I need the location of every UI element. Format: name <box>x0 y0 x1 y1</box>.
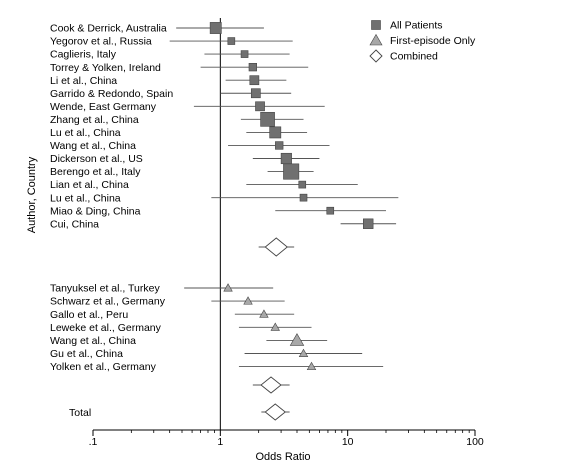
study-label: Tanyuksel et al., Turkey <box>50 283 160 295</box>
effect-square <box>260 112 275 127</box>
effect-triangle <box>270 322 280 331</box>
legend-triangle-icon <box>369 33 383 46</box>
tick-label: .1 <box>89 436 98 448</box>
effect-square <box>326 206 335 215</box>
effect-square <box>275 141 284 150</box>
effect-square <box>209 22 222 34</box>
study-label: Lu et al., China <box>50 192 121 204</box>
legend-label: First-episode Only <box>390 35 476 47</box>
total-label: Total <box>69 407 91 419</box>
study-label: Li et al., China <box>50 75 117 87</box>
legend-square-icon <box>371 20 381 30</box>
study-label: Gallo et al., Peru <box>50 309 128 321</box>
effect-square <box>227 37 236 45</box>
study-label: Garrido & Redondo, Spain <box>50 88 173 100</box>
effect-square <box>299 193 308 202</box>
tick-label: 1 <box>217 436 223 448</box>
effect-square <box>250 88 261 99</box>
study-label: Dickerson et al., US <box>50 153 143 165</box>
effect-square <box>248 62 257 72</box>
study-label: Lu et al., China <box>50 127 121 139</box>
effect-triangle <box>243 296 253 305</box>
effect-triangle <box>289 333 305 346</box>
effect-square <box>283 163 300 180</box>
study-label: Berengo et al., Italy <box>50 166 141 178</box>
tick-label: 10 <box>342 436 354 448</box>
study-label: Miao & Ding, China <box>50 205 141 217</box>
study-label: Cook & Derrick, Australia <box>50 23 167 35</box>
effect-square <box>298 180 307 189</box>
study-label: Wang et al., China <box>50 335 136 347</box>
study-label: Lian et al., China <box>50 179 129 191</box>
total-diamond <box>264 403 286 421</box>
study-label: Cui, China <box>50 218 99 230</box>
legend-label: All Patients <box>390 20 443 32</box>
effect-triangle <box>223 283 233 292</box>
effect-triangle <box>259 309 269 318</box>
study-label: Wende, East Germany <box>50 101 157 113</box>
study-label: Zhang et al., China <box>50 114 139 126</box>
summary-diamond <box>260 376 282 394</box>
study-label: Wang et al., China <box>50 140 136 152</box>
legend-label: Combined <box>390 51 438 63</box>
study-label: Caglieris, Italy <box>50 49 117 61</box>
markers-layer <box>209 22 374 421</box>
legend: All Patients First-episode Only Combined <box>369 20 476 63</box>
study-label: Gu et al., China <box>50 348 123 360</box>
study-label: Schwarz et al., Germany <box>50 296 166 308</box>
effect-square <box>255 101 265 112</box>
study-label: Yegorov et al., Russia <box>50 36 152 48</box>
summary-diamond <box>264 237 288 257</box>
x-axis: .1 1 10 100 <box>89 429 484 448</box>
study-label: Torrey & Yolken, Ireland <box>50 62 161 74</box>
effect-triangle <box>306 361 317 371</box>
effect-square <box>363 218 374 229</box>
legend-diamond-icon <box>369 49 383 63</box>
study-label: Yolken et al., Germany <box>50 361 157 373</box>
effect-square <box>249 75 260 86</box>
effect-square <box>280 152 292 165</box>
tick-label: 100 <box>466 436 484 448</box>
effect-square <box>240 50 249 58</box>
study-label: Leweke et al., Germany <box>50 322 162 334</box>
effect-square <box>269 126 282 139</box>
effect-triangle <box>298 348 309 357</box>
y-axis-title: Author, Country <box>26 156 38 233</box>
x-axis-title: Odds Ratio <box>255 451 310 463</box>
